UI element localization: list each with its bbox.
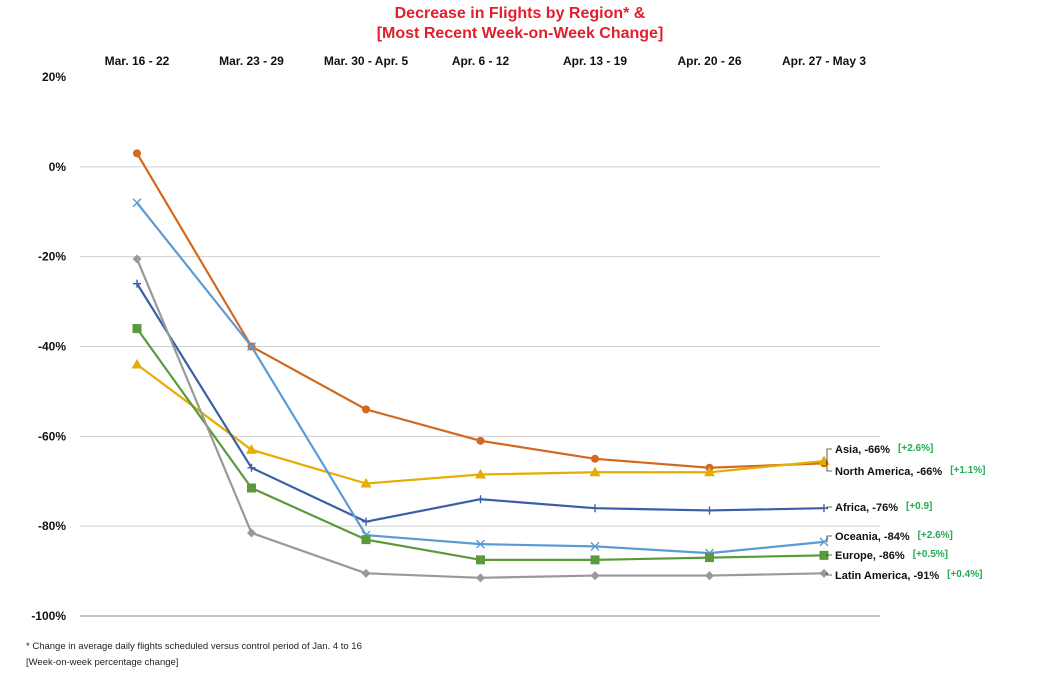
data-point (476, 573, 485, 583)
data-point (819, 568, 829, 578)
x-category-label: Mar. 16 - 22 (105, 54, 170, 68)
label-leader-line (826, 460, 832, 472)
data-point (133, 279, 141, 288)
data-point (361, 535, 371, 545)
chart-title-line-2: [Most Recent Week-on-Week Change] (376, 25, 664, 42)
data-point (246, 444, 257, 454)
data-point (360, 477, 372, 488)
series-end-label: Europe, -86% (835, 550, 905, 562)
label-leader-line (826, 535, 832, 543)
series-week-change: [+0.4%] (947, 569, 982, 580)
series-week-change: [+2.6%] (918, 530, 953, 541)
x-category-label: Apr. 20 - 26 (677, 54, 741, 68)
data-point (705, 553, 714, 563)
data-point (247, 342, 256, 351)
data-point (819, 550, 829, 560)
x-category-label: Mar. 23 - 29 (219, 54, 284, 68)
data-point (476, 495, 485, 504)
data-point (133, 149, 141, 158)
series-week-change: [+1.1%] (950, 465, 985, 476)
data-point (476, 539, 485, 549)
data-point (591, 504, 599, 513)
data-point (362, 405, 370, 414)
data-point (591, 454, 599, 463)
x-category-label: Apr. 27 - May 3 (782, 54, 866, 68)
data-point (705, 506, 714, 515)
data-point (247, 463, 256, 472)
chart-title: Decrease in Flights by Region* & [Most R… (0, 4, 1040, 44)
data-point (476, 555, 485, 565)
series-line (135, 258, 825, 579)
data-point (362, 517, 370, 526)
series-week-change: [+2.6%] (898, 443, 933, 454)
label-leader-line (826, 506, 832, 509)
series-end-label: Asia, -66% (835, 444, 890, 456)
series-line (136, 152, 825, 469)
data-point (590, 541, 600, 551)
data-point (590, 555, 600, 565)
data-point (818, 455, 830, 466)
y-tick-label: -60% (38, 429, 66, 443)
series-line (136, 363, 825, 485)
data-point (132, 198, 142, 208)
footnote-definition: * Change in average daily flights schedu… (26, 641, 362, 652)
label-leader-line (826, 448, 832, 464)
series-end-label: North America, -66% (835, 466, 942, 478)
series-line (136, 283, 825, 523)
series-end-label: Latin America, -91% (835, 570, 939, 582)
y-tick-label: 0% (49, 160, 67, 174)
y-tick-label: -40% (38, 340, 66, 354)
data-point (361, 568, 371, 578)
y-tick-label: -80% (38, 519, 66, 533)
data-point (132, 324, 142, 334)
x-category-label: Apr. 6 - 12 (452, 54, 510, 68)
data-point (475, 469, 486, 479)
data-point (476, 436, 485, 445)
label-leader-line (826, 572, 832, 576)
data-point (590, 571, 600, 581)
series-end-label: Oceania, -84% (835, 531, 910, 543)
data-point (705, 571, 714, 581)
y-tick-label: 20% (42, 70, 66, 84)
footnote-legend-bracket: [Week-on-week percentage change] (26, 657, 179, 668)
data-point (589, 466, 601, 477)
series-week-change: [+0.5%] (913, 549, 948, 560)
data-point (247, 528, 256, 538)
data-point (132, 254, 142, 264)
x-category-label: Mar. 30 - Apr. 5 (324, 54, 409, 68)
y-tick-label: -100% (31, 609, 66, 623)
data-point (131, 358, 143, 369)
y-tick-label: -20% (38, 250, 66, 264)
x-category-label: Apr. 13 - 19 (563, 54, 627, 68)
series-week-change: [+0.9] (906, 501, 932, 512)
chart-title-line-1: Decrease in Flights by Region* & (394, 5, 646, 22)
series-end-label: Africa, -76% (835, 502, 898, 514)
data-point (704, 466, 715, 477)
data-point (247, 483, 256, 493)
